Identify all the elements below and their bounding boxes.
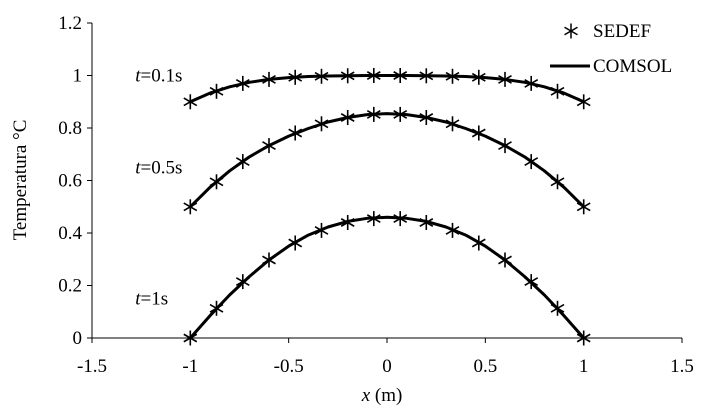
curve-label-text: =0.1s [141, 66, 183, 87]
curve-label-text: =0.5s [141, 157, 183, 178]
curve-labels: t=0.1st=0.5st=1s [135, 66, 182, 310]
curve-label-1: t=0.5s [135, 157, 182, 178]
curve-label-variable: t [135, 289, 141, 310]
x-tick-label: 0.5 [473, 356, 497, 377]
x-tick-label: -1.5 [77, 356, 107, 377]
sedef-marker [471, 235, 486, 251]
sedef-marker [576, 330, 591, 346]
sedef-marker [314, 116, 329, 132]
y-tick-label: 1 [73, 66, 83, 87]
sedef-marker [183, 199, 198, 215]
sedef-marker [524, 75, 539, 91]
sedef-marker [445, 68, 460, 84]
x-tick-label: -1 [182, 356, 198, 377]
sedef-marker [576, 199, 591, 215]
sedef-marker [235, 154, 250, 170]
sedef-marker [340, 110, 355, 125]
sedef-marker [262, 252, 276, 268]
x-axis-title-variable: x [361, 385, 371, 406]
x-axis-ticks: -1.5 -1 -0.5 0 0.5 1 1.5 [77, 338, 694, 377]
sedef-marker [183, 94, 198, 110]
sedef-marker [288, 69, 303, 85]
sedef-marker [209, 174, 224, 190]
sedef-marker [471, 125, 486, 141]
sedef-marker [340, 68, 355, 84]
y-axis-title: Temperatura °C [10, 120, 31, 241]
sedef-marker [314, 68, 329, 84]
sedef-marker [340, 215, 355, 230]
legend-sedef-marker [564, 23, 578, 39]
comsol-curves [188, 74, 586, 340]
sedef-marker [419, 215, 434, 230]
sedef-marker [183, 330, 198, 346]
legend-sedef-label: SEDEF [593, 21, 651, 42]
sedef-marker [288, 125, 303, 141]
sedef-marker [393, 106, 408, 122]
sedef-marker [262, 71, 276, 87]
curve-label-text: =1s [141, 289, 169, 310]
sedef-marker [445, 222, 460, 238]
sedef-marker [393, 211, 408, 227]
sedef-marker [235, 75, 250, 91]
sedef-marker [498, 138, 512, 154]
sedef-marker [314, 222, 329, 238]
y-tick-label: 1.2 [58, 13, 82, 34]
sedef-markers [183, 68, 591, 346]
comsol-curve-1s [188, 215, 586, 340]
x-tick-label: 0 [382, 356, 392, 377]
legend-comsol-label: COMSOL [593, 56, 672, 77]
y-tick-label: 0.2 [58, 276, 82, 297]
sedef-marker [262, 138, 276, 154]
x-tick-label: 1.5 [670, 356, 694, 377]
sedef-marker [235, 274, 250, 290]
y-tick-label: 0.6 [58, 171, 82, 192]
sedef-marker [445, 116, 460, 132]
curve-label-variable: t [135, 157, 141, 178]
sedef-marker [524, 274, 539, 290]
sedef-marker [288, 235, 303, 251]
x-tick-label: 1 [579, 356, 589, 377]
sedef-marker [366, 211, 381, 227]
sedef-marker [366, 68, 381, 83]
sedef-marker [419, 68, 434, 84]
x-axis-title-unit: (m) [370, 385, 402, 406]
plot-area: 00.20.40.60.811.2 -1.5 -1 -0.5 0 0.5 1 1.5 t=0… [58, 13, 694, 377]
legend: SEDEF COMSOL [550, 21, 672, 77]
sedef-marker [550, 300, 565, 316]
x-tick-label: -0.5 [274, 356, 304, 377]
sedef-marker [471, 69, 486, 85]
sedef-marker [498, 252, 512, 268]
sedef-marker [576, 94, 591, 110]
curve-label-2: t=1s [135, 289, 168, 310]
sedef-marker [366, 106, 381, 122]
y-axis-ticks: 0 0.2 0.4 0.6 0.8 1 1.2 [58, 13, 92, 349]
sedef-marker [209, 300, 224, 316]
curve-label-variable: t [135, 66, 141, 87]
y-tick-label: 0.8 [58, 118, 82, 139]
sedef-marker [550, 83, 565, 99]
sedef-marker [550, 174, 565, 190]
sedef-marker [393, 68, 408, 83]
sedef-marker [419, 110, 434, 125]
comsol-curve-0.1s [188, 74, 586, 104]
sedef-marker [209, 83, 224, 99]
y-tick-label: 0.4 [58, 223, 82, 244]
sedef-marker [498, 71, 512, 87]
sedef-marker [524, 154, 539, 170]
comsol-curve-0.5s [188, 112, 586, 209]
y-tick-label: 0 [73, 328, 83, 349]
x-axis-title: x (m) [361, 385, 403, 406]
curve-label-0: t=0.1s [135, 66, 182, 87]
